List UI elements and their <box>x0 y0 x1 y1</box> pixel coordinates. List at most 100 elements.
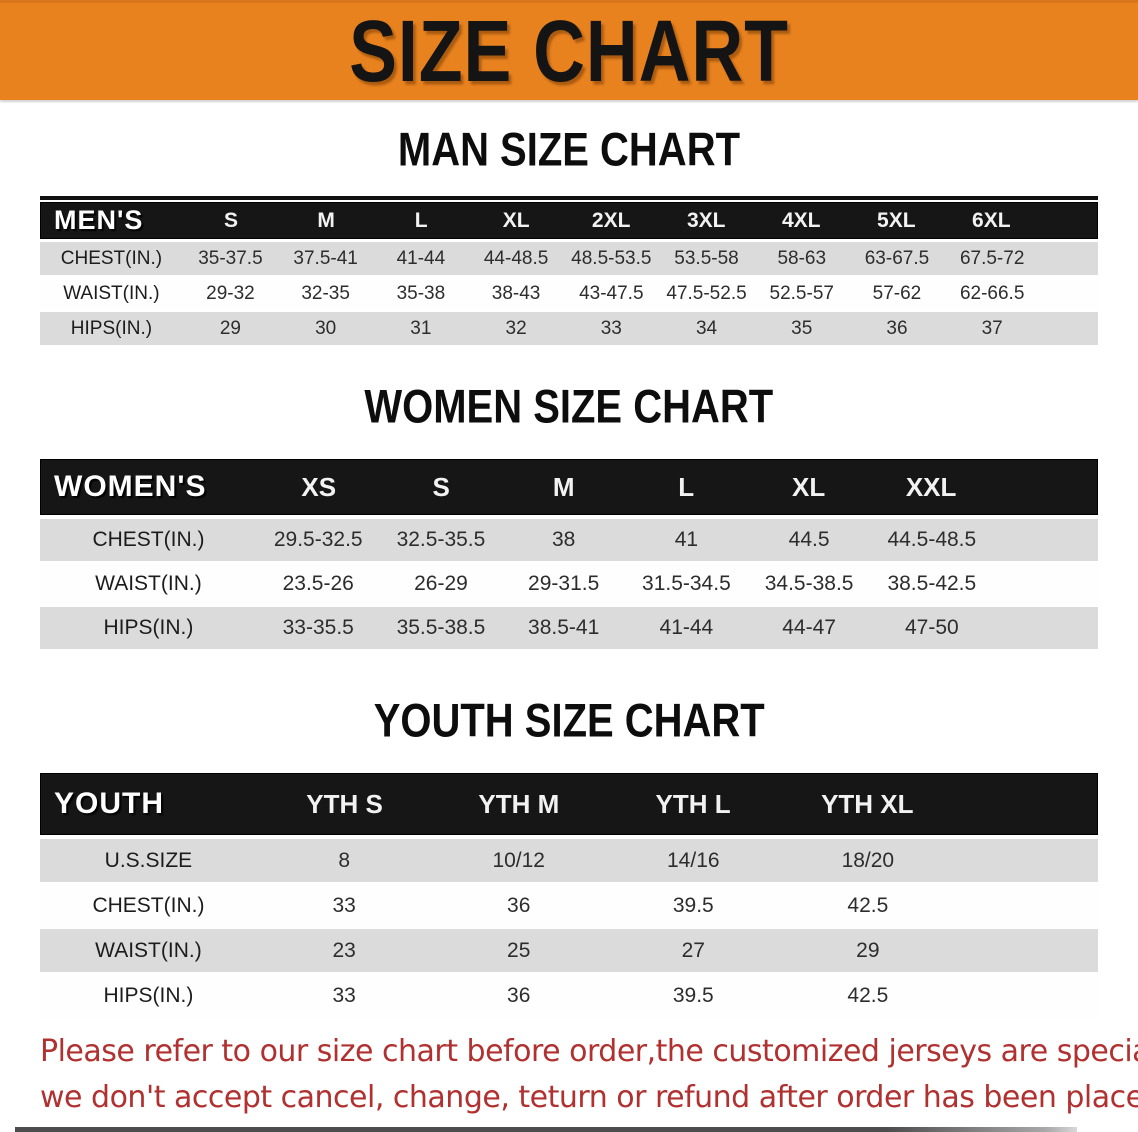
cell-value: 43-47.5 <box>579 282 644 304</box>
column-header: 2XL <box>591 208 631 232</box>
cell-value: 10/12 <box>492 848 545 872</box>
cell-value: 26-29 <box>414 572 468 595</box>
row-label: U.S.SIZE <box>104 848 193 872</box>
cell-value: 57-62 <box>872 282 922 304</box>
column-header: S <box>224 208 239 232</box>
column-header: S <box>432 471 450 502</box>
cell-value: 29 <box>856 938 880 962</box>
cell-value: 29-31.5 <box>528 572 600 595</box>
cell-value: 67.5-72 <box>959 247 1025 269</box>
footer-disclaimer: Please refer to our size chart before or… <box>40 1029 1138 1121</box>
cell-value: 36 <box>507 893 531 917</box>
cell-value: 33-35.5 <box>282 616 354 639</box>
cell-value: 52.5-57 <box>769 282 834 304</box>
cell-value: 29.5-32.5 <box>273 528 363 551</box>
cell-value: 44-47 <box>782 616 836 639</box>
cell-value: 34.5-38.5 <box>764 572 854 595</box>
cell-value: 62-66.5 <box>959 282 1025 304</box>
cell-value: 48.5-53.5 <box>571 247 652 269</box>
cell-value: 39.5 <box>672 983 714 1007</box>
cell-value: 35-38 <box>396 282 446 304</box>
cell-value: 47-50 <box>904 616 959 639</box>
womens-size-table: WOMEN'S XS S M L XL XXL CHEST(IN.) 29.5-32.5 32.5… <box>40 459 1098 649</box>
cell-value: 38-43 <box>491 282 541 304</box>
cell-value: 32 <box>505 317 527 339</box>
column-header: XL <box>502 208 530 232</box>
column-header: 5XL <box>877 208 916 232</box>
column-header: 6XL <box>972 208 1011 232</box>
table-row: CHEST(IN.) 29.5-32.5 32.5-35.5 38 41 44.5 44.5… <box>40 519 1098 561</box>
banner-title: SIZE CHART <box>349 1 789 101</box>
cell-value: 35-37.5 <box>198 247 263 269</box>
youth-section-heading-text: YOUTH SIZE CHART <box>373 694 765 748</box>
column-header: L <box>414 208 428 232</box>
cell-value: 37.5-41 <box>293 247 358 269</box>
table-row: HIPS(IN.) 33-35.5 35.5-38.5 38.5-41 41-44 44-… <box>40 607 1098 649</box>
column-header: XL <box>792 471 826 502</box>
youth-size-table-body: YOUTH YTH S YTH M YTH L YTH XL U.S.SIZE 8 10/12… <box>40 773 1098 1017</box>
cell-value: 38.5-42.5 <box>887 572 977 595</box>
table-header-row: MEN'S S M L XL 2XL 3XL 4XL 5XL 6XL <box>40 202 1098 239</box>
cell-value: 42.5 <box>847 893 889 917</box>
cell-value: 38 <box>551 528 576 551</box>
cell-value: 31.5-34.5 <box>642 572 731 595</box>
women-section-heading-text: WOMEN SIZE CHART <box>364 380 774 434</box>
table-corner-label: MEN'S <box>54 205 144 235</box>
column-header: M <box>552 471 575 502</box>
cell-value: 41-44 <box>659 616 714 639</box>
cell-value: 29 <box>219 317 241 339</box>
row-label: CHEST(IN.) <box>60 247 163 269</box>
column-header: 4XL <box>781 208 821 232</box>
womens-size-table-body: WOMEN'S XS S M L XL XXL CHEST(IN.) 29.5-32.5 32.5… <box>40 459 1098 649</box>
mens-size-table-body: MEN'S S M L XL 2XL 3XL 4XL 5XL 6XL CHEST(IN.) 35-37… <box>40 202 1098 345</box>
table-corner-label: YOUTH <box>54 787 164 820</box>
cell-value: 41-44 <box>396 247 446 269</box>
cell-value: 33 <box>332 983 356 1007</box>
footer-disclaimer-line2: we don't accept cancel, change, teturn o… <box>40 1080 1138 1115</box>
cell-value: 47.5-52.5 <box>666 282 747 304</box>
mens-size-table: MEN'S S M L XL 2XL 3XL 4XL 5XL 6XL CHEST(IN.) 35-37… <box>40 196 1098 345</box>
cell-value: 29-32 <box>206 282 255 304</box>
column-header: XXL <box>905 471 957 502</box>
cell-value: 53.5-58 <box>674 247 739 269</box>
banner: SIZE CHART <box>0 0 1138 100</box>
cell-value: 37 <box>981 317 1003 339</box>
cell-value: 31 <box>410 317 432 339</box>
row-label: CHEST(IN.) <box>92 528 205 551</box>
column-header: YTH L <box>655 788 731 819</box>
cell-value: 38.5-41 <box>528 616 600 639</box>
cell-value: 36 <box>886 317 908 339</box>
cell-value: 23.5-26 <box>282 572 354 595</box>
table-row: U.S.SIZE 8 10/12 14/16 18/20 <box>40 839 1098 882</box>
table-row: CHEST(IN.) 33 36 39.5 42.5 <box>40 884 1098 927</box>
row-label: HIPS(IN.) <box>70 317 153 339</box>
column-header: YTH M <box>478 788 560 819</box>
cell-value: 44.5-48.5 <box>887 528 977 551</box>
cell-value: 35.5-38.5 <box>396 616 486 639</box>
table-row: CHEST(IN.) 35-37.5 37.5-41 41-44 44-48.5 48.5… <box>40 242 1098 275</box>
row-label: WAIST(IN.) <box>63 282 160 304</box>
youth-section-heading: YOUTH SIZE CHART <box>0 694 1138 748</box>
cell-value: 58-63 <box>777 247 827 269</box>
table-row: HIPS(IN.) 29 30 31 32 33 34 35 36 37 <box>40 312 1098 345</box>
cell-value: 44-48.5 <box>483 247 549 269</box>
table-row: WAIST(IN.) 23.5-26 26-29 29-31.5 31.5-34.5 34… <box>40 563 1098 605</box>
column-header: 3XL <box>686 208 726 232</box>
table-header-row: YOUTH YTH S YTH M YTH L YTH XL <box>40 773 1098 835</box>
table-header-row: WOMEN'S XS S M L XL XXL <box>40 459 1098 515</box>
cell-value: 25 <box>507 938 531 962</box>
cell-value: 23 <box>332 938 356 962</box>
row-label: WAIST(IN.) <box>95 572 202 595</box>
cell-value: 44.5 <box>788 528 830 551</box>
table-corner-label: WOMEN'S <box>54 470 207 503</box>
table-row: HIPS(IN.) 33 36 39.5 42.5 <box>40 974 1098 1017</box>
youth-size-table: YOUTH YTH S YTH M YTH L YTH XL U.S.SIZE 8 10/12… <box>40 773 1098 1017</box>
bottom-edge-strip <box>15 1127 1077 1132</box>
cell-value: 27 <box>681 938 705 962</box>
cell-value: 42.5 <box>847 983 889 1007</box>
cell-value: 32.5-35.5 <box>396 528 486 551</box>
man-section-heading-text: MAN SIZE CHART <box>397 123 741 177</box>
column-header: XS <box>301 471 337 502</box>
cell-value: 36 <box>507 983 531 1007</box>
cell-value: 41 <box>674 528 699 551</box>
